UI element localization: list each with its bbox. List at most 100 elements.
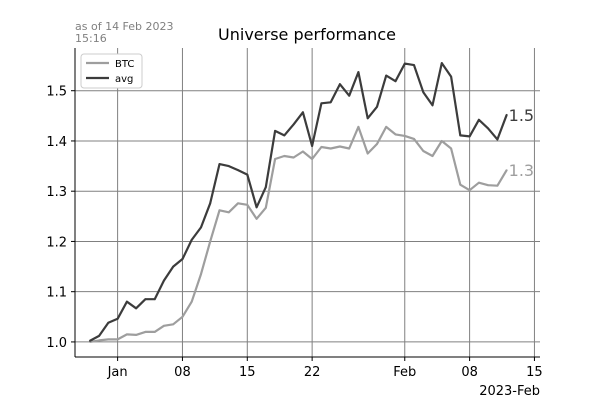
data-point-avg [116, 317, 119, 320]
legend-label-btc: BTC [115, 59, 134, 70]
chart-title: Universe performance [218, 25, 396, 44]
data-point-btc [496, 184, 499, 187]
y-tick-label: 1.3 [46, 185, 67, 200]
as-of-note: as of 14 Feb 2023 15:16 [75, 21, 195, 45]
data-point-btc [144, 331, 147, 333]
data-point-avg [153, 298, 156, 301]
data-point-avg [292, 123, 295, 126]
data-point-btc [422, 150, 425, 152]
x-tick-label: 08 [461, 365, 478, 380]
data-point-btc [440, 140, 443, 142]
data-point-avg [190, 239, 193, 241]
data-point-btc [190, 300, 193, 303]
data-point-avg [126, 300, 128, 303]
grid [75, 48, 540, 357]
y-tick-label: 1.1 [46, 286, 67, 301]
data-point-avg [144, 298, 147, 301]
data-point-btc [126, 333, 128, 336]
data-point-avg [181, 258, 184, 260]
data-point-btc [200, 273, 202, 275]
data-point-avg [459, 134, 462, 137]
data-point-btc [357, 126, 360, 128]
data-point-btc [311, 158, 313, 160]
data-point-avg [218, 163, 221, 166]
data-point-avg [264, 186, 267, 189]
data-point-avg [274, 130, 276, 132]
data-point-btc [98, 339, 100, 342]
data-point-btc [163, 324, 165, 327]
data-point-btc [302, 150, 304, 153]
x-tick-label: Feb [393, 365, 416, 380]
data-point-avg [385, 74, 388, 77]
data-point-btc [505, 169, 508, 172]
data-point-btc [459, 183, 462, 186]
x-offset-label: 2023-Feb [479, 384, 540, 399]
data-point-btc [468, 189, 471, 192]
data-point-btc [348, 147, 351, 150]
data-point-btc [376, 143, 378, 145]
legend-label-avg: avg [115, 74, 133, 85]
data-point-btc [237, 202, 239, 205]
x-tick-label: 15 [239, 365, 256, 380]
data-point-avg [403, 62, 406, 65]
data-point-avg [246, 173, 249, 176]
data-point-avg [450, 75, 452, 78]
y-tick-label: 1.5 [46, 85, 67, 100]
data-point-avg [505, 113, 508, 116]
series-lines: 1.3 1.5 [88, 61, 534, 343]
data-point-btc [320, 146, 323, 148]
data-point-btc [116, 338, 119, 341]
end-label-btc: 1.3 [509, 161, 534, 180]
data-point-btc [450, 147, 452, 150]
y-tick-label: 1.2 [46, 235, 67, 250]
x-tick-label: 08 [174, 365, 191, 380]
data-point-avg [163, 279, 165, 282]
data-point-btc [172, 323, 175, 326]
data-point-avg [440, 62, 443, 64]
data-point-avg [227, 165, 230, 168]
data-point-btc [329, 147, 332, 150]
data-point-avg [283, 134, 286, 137]
data-point-btc [366, 152, 369, 155]
data-point-btc [181, 315, 184, 318]
data-point-avg [255, 206, 258, 209]
data-point-btc [413, 138, 415, 140]
data-point-btc [431, 155, 434, 157]
data-point-avg [468, 135, 471, 138]
end-label-avg: 1.5 [509, 106, 534, 125]
data-point-avg [302, 111, 304, 114]
series-line-btc [89, 125, 508, 343]
data-point-avg [478, 118, 480, 121]
data-point-avg [135, 307, 138, 310]
data-point-btc [246, 203, 249, 206]
data-point-btc [487, 184, 489, 187]
data-point-btc [385, 126, 388, 128]
as-of-date: as of 14 Feb 2023 [75, 20, 174, 33]
legend: BTC avg [80, 53, 143, 89]
data-point-avg [487, 127, 489, 130]
data-point-avg [339, 83, 341, 86]
x-tick-label: Jan [107, 365, 128, 380]
data-point-btc [255, 217, 258, 220]
data-point-avg [237, 169, 239, 172]
series-line-avg [89, 61, 508, 342]
axes: Jan 08 15 22 Feb 08 15 1.0 1.1 1.2 1.3 1.4 1.5 [46, 48, 543, 380]
data-point-btc [274, 158, 276, 160]
data-point-btc [264, 206, 267, 209]
data-point-avg [98, 335, 100, 337]
x-tick-label: 15 [526, 365, 543, 380]
data-point-avg [320, 102, 323, 105]
data-point-btc [292, 156, 295, 159]
data-point-avg [357, 71, 360, 73]
data-point-btc [209, 240, 212, 243]
data-point-avg [209, 202, 212, 205]
data-point-avg [422, 91, 425, 94]
data-point-btc [107, 338, 110, 341]
data-point-avg [413, 64, 415, 66]
data-point-avg [200, 226, 202, 229]
y-tick-label: 1.0 [46, 336, 67, 351]
data-point-btc [135, 334, 138, 336]
data-point-btc [227, 211, 230, 214]
data-point-avg [348, 94, 351, 97]
